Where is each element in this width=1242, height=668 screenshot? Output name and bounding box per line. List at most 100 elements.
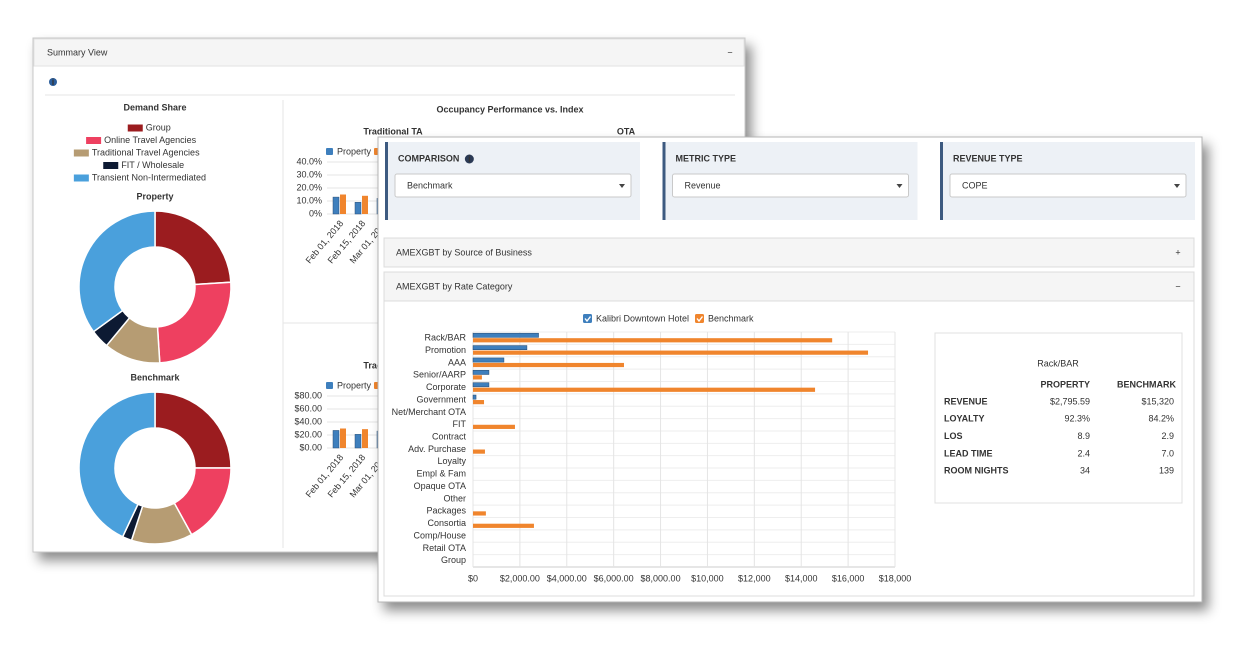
y-tick-label: $20.00 — [294, 429, 322, 439]
accordion-header[interactable] — [383, 237, 1195, 268]
accordion-toggle[interactable]: + — [1175, 247, 1180, 257]
cell-value: 139 — [1159, 466, 1174, 476]
dropdown-value: Benchmark — [407, 180, 453, 190]
y-tick-label: Contract — [432, 432, 467, 442]
y-tick-label: Promotion — [425, 345, 466, 355]
legend-swatch — [73, 149, 89, 157]
bar — [473, 511, 486, 516]
legend-checkbox — [695, 314, 704, 323]
y-tick-label: 40.0% — [296, 156, 322, 166]
bar — [473, 523, 534, 528]
y-tick-label: Loyalty — [437, 456, 466, 466]
y-tick-label: Adv. Purchase — [408, 444, 466, 454]
legend-label: Kalibri Downtown Hotel — [596, 313, 689, 323]
bar — [473, 424, 515, 429]
panel-title: Summary View — [47, 47, 108, 57]
panel-header — [33, 38, 745, 67]
accordion-toggle[interactable]: − — [1175, 281, 1180, 291]
cell-value: 34 — [1080, 466, 1090, 476]
bar — [472, 370, 490, 375]
x-tick-label: $8,000.00 — [641, 573, 681, 583]
info-icon — [49, 78, 57, 86]
bar — [472, 382, 490, 388]
legend-label: FIT / Wholesale — [121, 160, 184, 170]
y-tick-label: Net/Merchant OTA — [392, 407, 466, 417]
x-tick-label: $6,000.00 — [594, 573, 634, 583]
donut-slice — [156, 281, 232, 364]
legend-label: Traditional Travel Agencies — [92, 147, 200, 157]
accordion-header[interactable] — [383, 271, 1195, 302]
y-tick-label: Other — [443, 493, 466, 503]
y-tick-label: Senior/AARP — [413, 370, 466, 380]
info-icon — [464, 154, 474, 164]
donut-slice — [78, 391, 156, 538]
accordion-title: AMEXGBT by Source of Business — [396, 247, 532, 257]
y-tick-label: AAA — [448, 357, 466, 367]
y-tick-label: $60.00 — [294, 403, 322, 413]
metric-card-title: Rack/BAR — [1037, 358, 1079, 368]
y-tick-label: 20.0% — [296, 182, 322, 192]
bar — [354, 202, 362, 215]
donut-slice — [78, 210, 156, 333]
bar — [473, 449, 485, 454]
row-label: ROOM NIGHTS — [944, 466, 1009, 476]
x-tick-label: $14,000 — [785, 573, 818, 583]
dropdown-arrow — [896, 184, 903, 188]
legend-checkbox — [326, 382, 333, 389]
filter-card-accent — [662, 142, 666, 220]
x-tick-label: $10,000 — [691, 573, 724, 583]
bar — [332, 430, 340, 449]
y-tick-label: Opaque OTA — [414, 481, 466, 491]
legend-check — [584, 316, 592, 323]
y-tick-label: Packages — [426, 506, 466, 516]
x-tick-label: $18,000 — [879, 573, 912, 583]
filter-label: METRIC TYPE — [676, 153, 737, 163]
row-label: LOYALTY — [944, 414, 985, 424]
bar — [473, 362, 624, 368]
dropdown[interactable] — [672, 173, 909, 198]
legend-label: Property — [337, 380, 372, 390]
dropdown-value: Revenue — [685, 180, 721, 190]
accordion-title: AMEXGBT by Rate Category — [396, 281, 513, 291]
legend-checkbox — [583, 314, 592, 323]
row-label: REVENUE — [944, 396, 988, 406]
bar — [332, 196, 340, 215]
subchart-title: Traditional TA — [363, 126, 423, 136]
y-tick-label: Group — [441, 555, 466, 565]
y-tick-label: $80.00 — [294, 390, 322, 400]
legend-label: Property — [337, 146, 372, 156]
y-tick-label: Empl & Fam — [416, 469, 466, 479]
legend-check — [696, 316, 704, 323]
bar — [473, 338, 833, 343]
x-tick-label: $0 — [468, 573, 478, 583]
y-tick-label: Consortia — [427, 518, 466, 528]
x-tick-label: $12,000 — [738, 573, 771, 583]
bar — [340, 428, 346, 448]
y-tick-label: Comp/House — [413, 530, 466, 540]
cell-value: $2,795.59 — [1050, 396, 1090, 406]
bar — [362, 195, 368, 214]
cell-value: 84.2% — [1148, 414, 1174, 424]
legend-swatch — [127, 124, 143, 132]
bar — [473, 387, 816, 392]
y-tick-label: $0.00 — [299, 442, 322, 452]
y-tick-label: Corporate — [426, 382, 466, 392]
y-tick-label: 30.0% — [296, 169, 322, 179]
column-header: PROPERTY — [1040, 379, 1090, 389]
bar — [472, 345, 528, 351]
y-tick-label: FIT — [453, 419, 467, 429]
donut-title: Property — [136, 191, 173, 201]
dropdown[interactable] — [949, 173, 1187, 198]
legend-swatch — [73, 174, 89, 182]
x-tick-label: $16,000 — [832, 573, 865, 583]
dropdown-value: COPE — [962, 180, 988, 190]
cell-value: 2.9 — [1161, 431, 1174, 441]
dropdown[interactable] — [394, 173, 632, 198]
detail-panel: COMPARISON i Benchmark METRIC TYPE Revenue RE… — [377, 136, 1203, 603]
bar — [472, 394, 477, 400]
collapse-button[interactable]: − — [727, 47, 732, 57]
legend-swatch — [86, 137, 102, 144]
cell-value: 7.0 — [1161, 448, 1174, 458]
y-tick-label: Retail OTA — [423, 543, 466, 553]
